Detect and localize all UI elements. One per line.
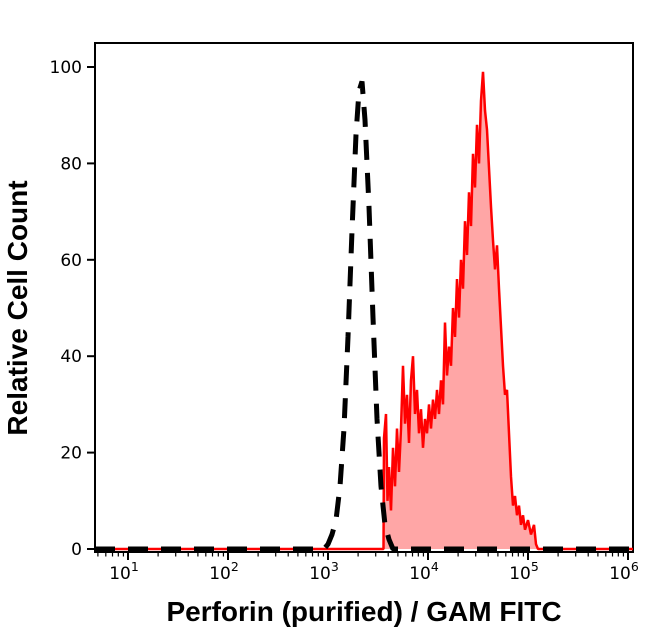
y-tick-label: 80 (60, 154, 82, 174)
x-tick-label: 105 (509, 559, 539, 584)
plot-frame (94, 42, 634, 553)
x-tick-label: 103 (309, 559, 339, 584)
y-tick-label: 100 (50, 58, 82, 78)
x-tick-label: 101 (109, 559, 139, 584)
x-tick-label: 106 (609, 559, 639, 584)
y-axis-title: Relative Cell Count (2, 180, 33, 435)
x-tick-label: 102 (209, 559, 239, 584)
y-tick-label: 0 (71, 540, 82, 560)
x-axis-ticks: 101 102 103 104 105 106 (109, 552, 639, 584)
x-axis-title: Perforin (purified) / GAM FITC (166, 596, 561, 627)
y-tick-label: 20 (60, 444, 82, 464)
y-tick-label: 40 (60, 347, 82, 367)
y-axis-ticks: 0 20 40 60 80 100 (50, 58, 95, 560)
x-tick-label: 104 (409, 559, 439, 584)
black-dashed-control-histogram-line (95, 80, 633, 552)
red-filled-sample-histogram-fill (95, 71, 633, 550)
y-tick-label: 60 (60, 251, 82, 271)
x-axis-minor-ticks (97, 552, 625, 557)
plot-layer: 101 102 103 104 105 106 0 20 40 60 80 100 (50, 42, 639, 584)
red-filled-sample-histogram-line (95, 71, 633, 551)
